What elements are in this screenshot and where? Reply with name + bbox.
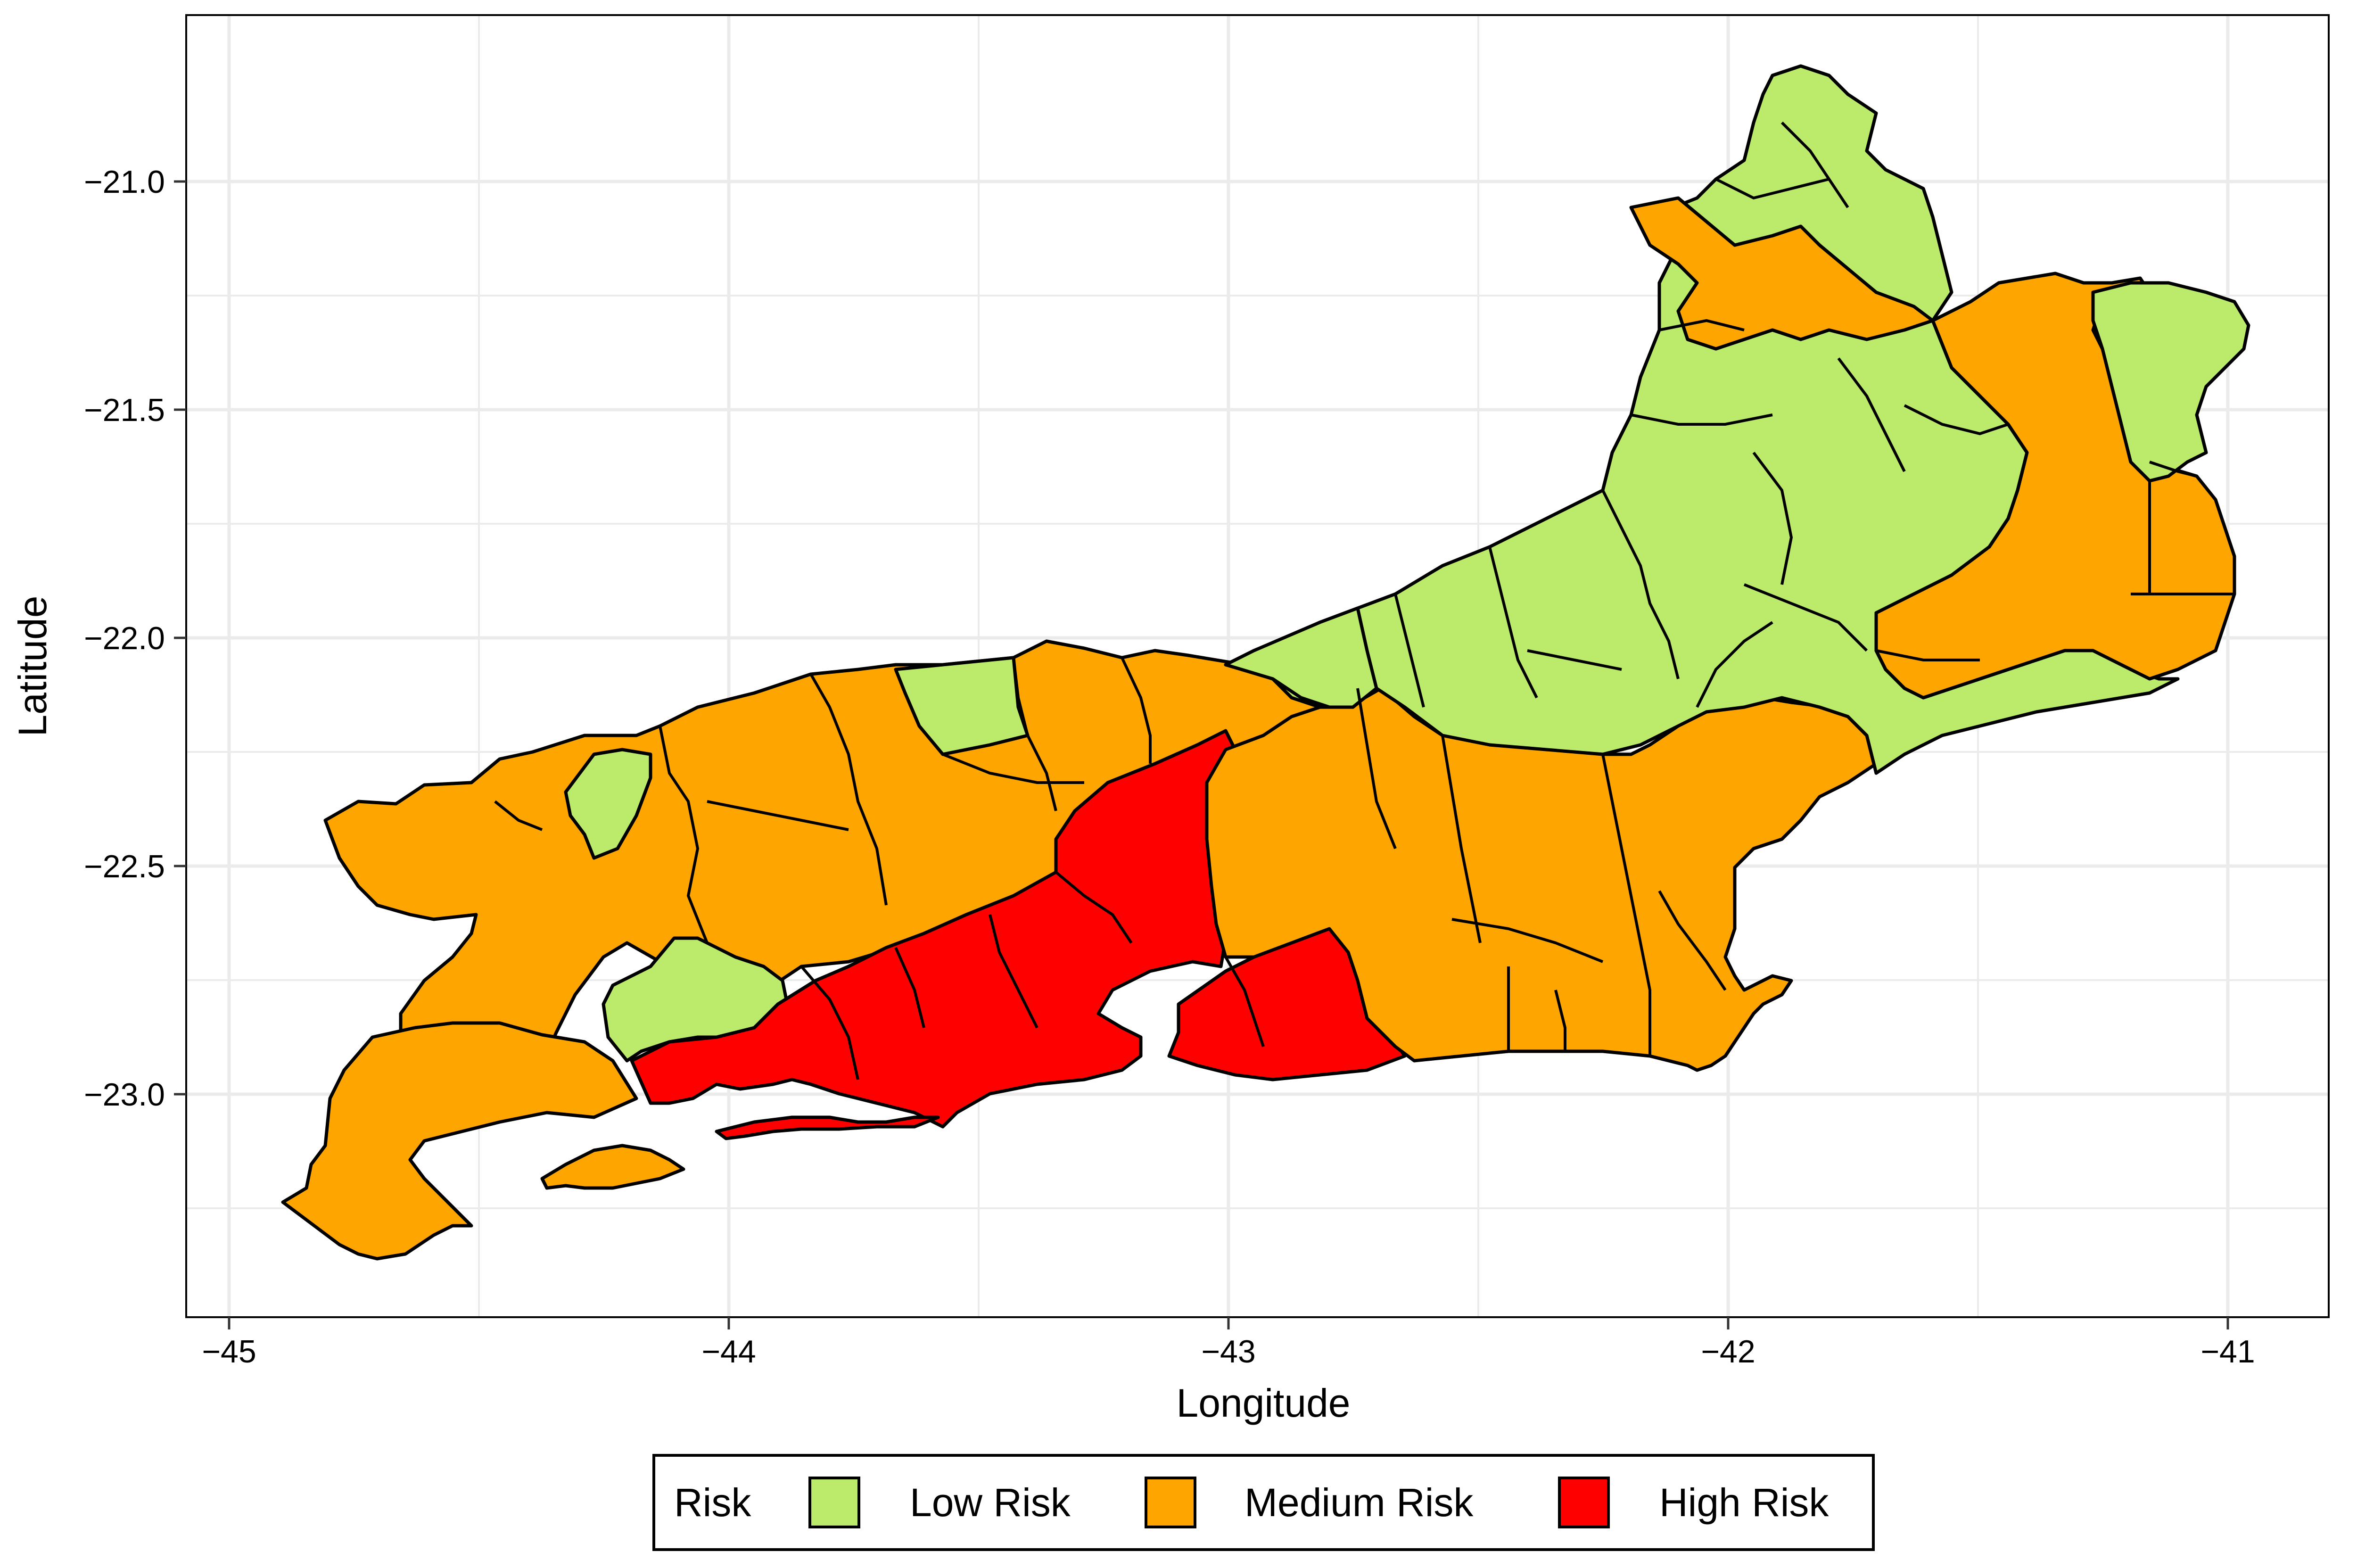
region-high-metro — [630, 729, 1237, 1129]
legend-title: Risk — [674, 1480, 751, 1525]
y-tick-label: −22.0 — [84, 620, 165, 656]
region-medium-north-pocket — [1629, 196, 1935, 351]
x-tick-label: −45 — [202, 1334, 256, 1370]
region-medium-southwest-peninsula — [281, 1021, 638, 1261]
region-high-coast-strip — [715, 1115, 940, 1140]
municipality-regions — [281, 64, 2250, 1261]
y-axis-title: Latitude — [10, 596, 55, 737]
x-tick-label: −43 — [1201, 1334, 1255, 1370]
municipal-borders — [494, 121, 2234, 1080]
x-axis-title: Longitude — [1176, 1381, 1350, 1425]
legend: Risk Low Risk Medium Risk High Risk — [652, 1454, 1875, 1551]
legend-swatch-low-risk — [808, 1477, 860, 1528]
legend-label-high-risk: High Risk — [1659, 1480, 1829, 1525]
region-low-far-northeast — [2091, 281, 2250, 483]
axis-ticks — [174, 180, 2229, 1329]
y-axis-tick-labels: −21.0 −21.5 −22.0 −22.5 −23.0 — [84, 164, 165, 1113]
y-tick-label: −21.0 — [84, 164, 165, 200]
x-tick-label: −41 — [2200, 1334, 2255, 1370]
region-medium-ilha-grande — [540, 1144, 685, 1190]
y-tick-label: −23.0 — [84, 1077, 165, 1113]
plot-panel-border — [185, 14, 2330, 1318]
x-axis-tick-labels: −45 −44 −43 −42 −41 — [202, 1334, 2255, 1370]
y-tick-label: −22.5 — [84, 849, 165, 884]
legend-swatch-high-risk — [1558, 1477, 1610, 1528]
legend-label-medium-risk: Medium Risk — [1244, 1480, 1474, 1525]
x-tick-label: −42 — [1701, 1334, 1755, 1370]
region-low-west-north — [894, 656, 1030, 756]
legend-swatch-medium-risk — [1145, 1477, 1196, 1528]
region-low-center-west — [1224, 606, 1378, 709]
y-tick-label: −21.5 — [84, 392, 165, 428]
x-tick-label: −44 — [701, 1334, 756, 1370]
legend-label-low-risk: Low Risk — [910, 1480, 1071, 1525]
region-low-west-small — [564, 748, 652, 860]
